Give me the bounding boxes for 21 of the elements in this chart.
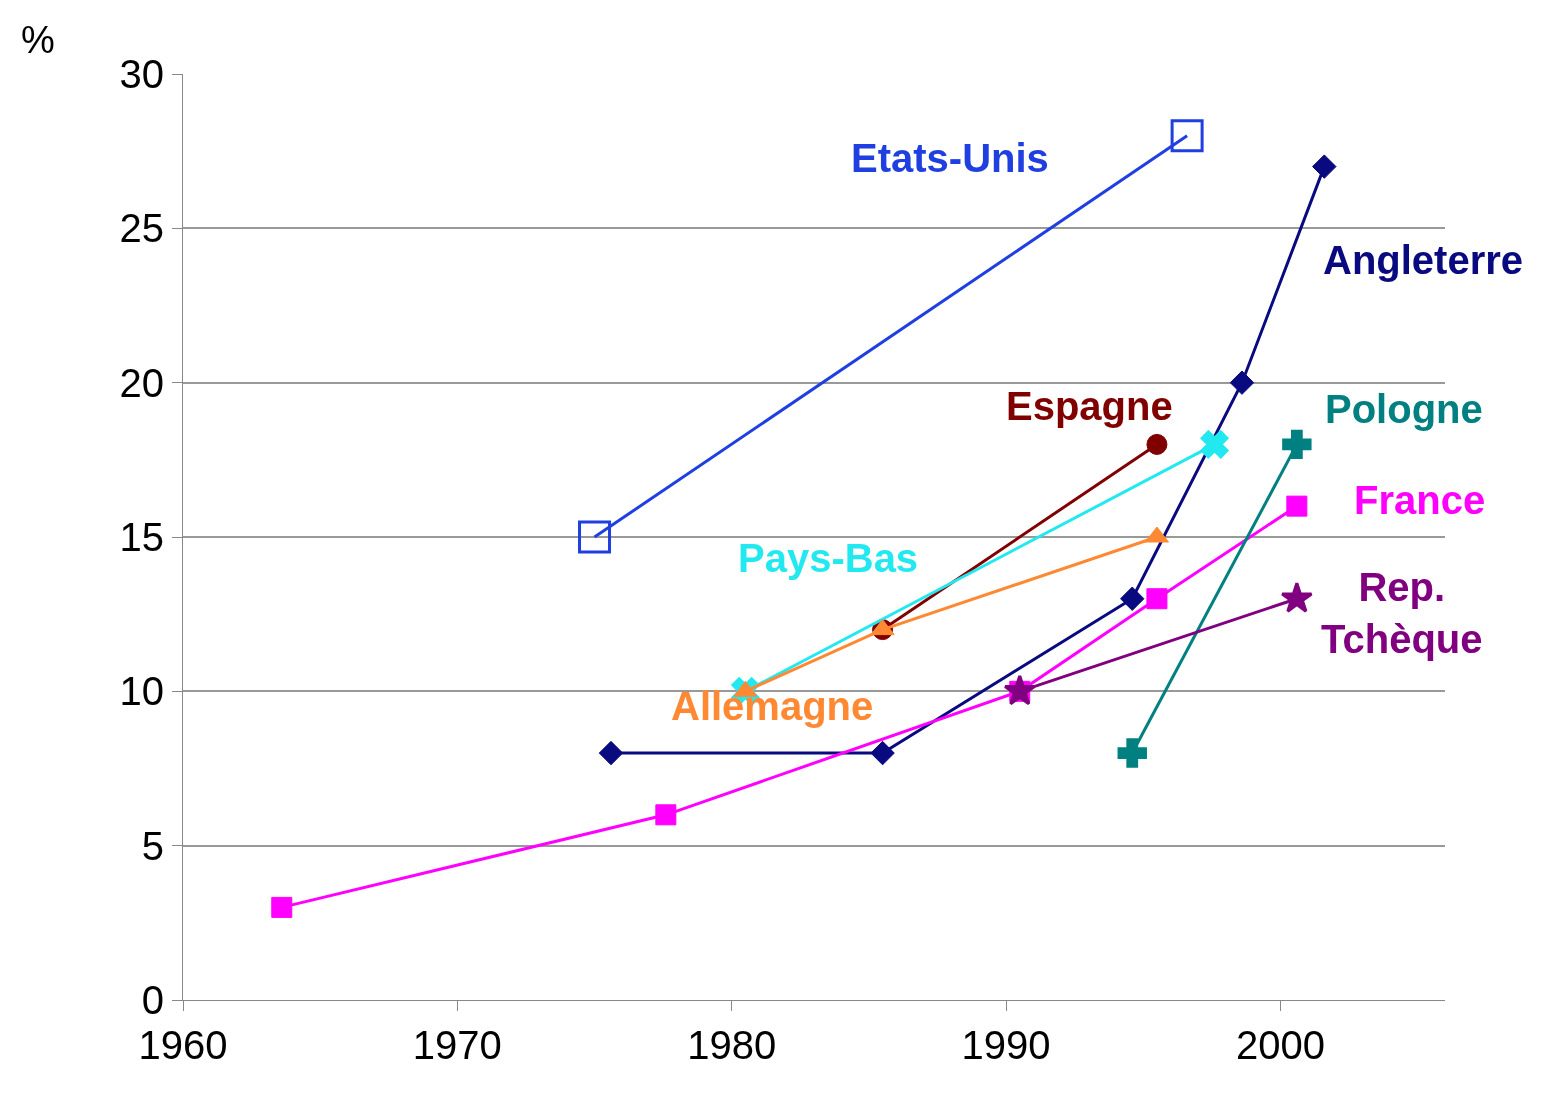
- x-tick-label: 1980: [687, 1023, 777, 1067]
- y-axis-title: %: [21, 19, 55, 61]
- series-label: Allemagne: [671, 684, 874, 728]
- series-label: Angleterre: [1323, 238, 1524, 282]
- series-label: Pays-Bas: [738, 536, 919, 580]
- y-tick-label: 5: [141, 823, 164, 868]
- series-label: Pologne: [1325, 387, 1483, 431]
- series-label: France: [1354, 478, 1486, 522]
- y-tick-label: 15: [119, 515, 164, 559]
- x-tick-label: 1960: [138, 1023, 228, 1067]
- x-tick-label: 1970: [412, 1023, 502, 1067]
- x-tick-label: 2000: [1235, 1023, 1325, 1067]
- y-tick-label: 10: [119, 669, 164, 714]
- series-label: Rep. Tchèque: [1321, 565, 1483, 661]
- y-tick-label: 0: [141, 978, 164, 1022]
- y-tick-label: 30: [119, 52, 164, 96]
- y-tick-label: 20: [119, 360, 164, 405]
- x-tick-label: 1990: [961, 1023, 1051, 1067]
- y-tick-label: 25: [119, 206, 164, 251]
- series-label: Espagne: [1006, 384, 1173, 428]
- series-label: Etats-Unis: [851, 136, 1049, 180]
